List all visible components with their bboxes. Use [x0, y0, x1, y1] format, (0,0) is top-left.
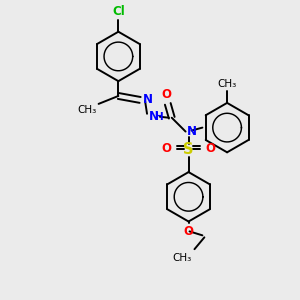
- Text: O: O: [162, 88, 172, 101]
- Text: Cl: Cl: [112, 5, 125, 18]
- Text: CH₃: CH₃: [77, 105, 97, 115]
- Text: O: O: [206, 142, 215, 155]
- Text: H: H: [155, 112, 164, 122]
- Text: N: N: [143, 93, 153, 106]
- Text: O: O: [162, 142, 172, 155]
- Text: O: O: [184, 226, 194, 238]
- Text: CH₃: CH₃: [172, 253, 191, 263]
- Text: CH₃: CH₃: [218, 79, 237, 89]
- Text: S: S: [183, 142, 194, 157]
- Text: N: N: [187, 125, 196, 138]
- Text: N: N: [149, 110, 159, 123]
